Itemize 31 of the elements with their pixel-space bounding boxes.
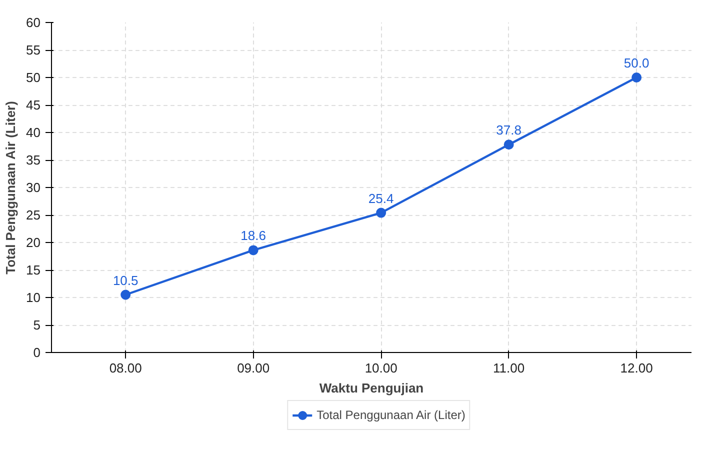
- legend-label: Total Penggunaan Air (Liter): [316, 408, 466, 422]
- point: [376, 208, 386, 218]
- y-tick-label: 45: [26, 98, 41, 112]
- text: 50.0: [624, 56, 650, 70]
- x-tick-label: 11.00: [493, 360, 525, 376]
- text: 25.4: [368, 190, 394, 206]
- point: [120, 290, 131, 300]
- point: [632, 72, 642, 82]
- y-tick-label: 10: [26, 290, 41, 305]
- y-tick-label: 40: [26, 125, 41, 140]
- text: 18.6: [240, 228, 266, 244]
- x-axis-title: Waktu Pengujian: [319, 380, 424, 396]
- point: [504, 140, 514, 150]
- y-tick-label: 25: [26, 208, 41, 222]
- point: [248, 245, 258, 256]
- y-tick-label: 15: [26, 262, 41, 278]
- x-tick-label: 08.00: [109, 360, 142, 376]
- y-tick-label: 30: [26, 180, 41, 195]
- text: 37.8: [496, 122, 522, 138]
- y-tick-label: 20: [26, 235, 41, 250]
- x-tick-label: 09.00: [237, 360, 270, 376]
- y-tick-label: 0: [33, 345, 41, 360]
- y-tick-label: 55: [26, 42, 41, 58]
- y-tick-label: 50: [26, 70, 41, 85]
- y-tick-label: 60: [26, 15, 41, 30]
- y-tick-label: 5: [33, 318, 41, 332]
- y-tick-label: 35: [26, 152, 41, 168]
- y-axis-title: Total Penggunaan Air (Liter): [3, 101, 18, 274]
- text: 10.5: [112, 272, 138, 288]
- x-tick-label: 10.00: [364, 360, 398, 376]
- x-tick-label: 12.00: [620, 360, 653, 376]
